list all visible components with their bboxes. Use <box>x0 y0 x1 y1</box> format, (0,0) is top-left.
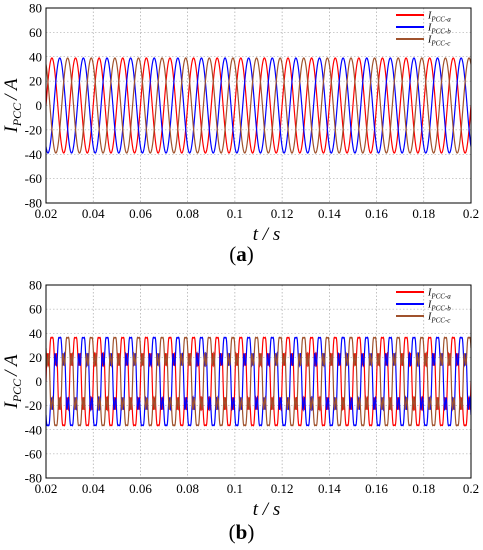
x-tick-label: 0.02 <box>35 481 58 496</box>
chart-panel-b: 0.02 0.04 0.06 0.08 0.1 0.12 0.14 0.16 0.18 0.2 80… <box>0 275 483 550</box>
y-tick-label: 20 <box>29 74 42 89</box>
legend-label: IPCC-a <box>427 288 451 301</box>
y-tick-label: 0 <box>36 98 43 113</box>
x-tick-label: 0.04 <box>82 481 105 496</box>
y-tick-label: 80 <box>29 1 42 16</box>
legend-label: IPCC-b <box>427 23 451 36</box>
y-tick-label: 60 <box>29 25 42 40</box>
grid <box>46 8 471 203</box>
x-tick-label: 0.2 <box>463 481 479 496</box>
y-tick-label: -60 <box>25 171 42 186</box>
y-tick-label: -40 <box>25 147 42 162</box>
caption-a: (a) <box>229 242 254 266</box>
x-tick-label: 0.06 <box>129 206 152 221</box>
plot-frame <box>45 284 472 479</box>
y-tick-label: -80 <box>25 196 42 211</box>
y-tick-label: 40 <box>29 326 42 341</box>
chart-panel-a: 0.02 0.04 0.06 0.08 0.1 0.12 0.14 0.16 0.18 0.2 80… <box>1 1 479 267</box>
x-tick-label: 0.1 <box>227 481 243 496</box>
series-line-pcc-a <box>46 57 471 154</box>
y-tick-label: 20 <box>29 350 42 365</box>
x-tick-label: 0.06 <box>129 481 152 496</box>
x-axis-label: t / s <box>253 224 280 245</box>
pcc-current-chart-b: 0.02 0.04 0.06 0.08 0.1 0.12 0.14 0.16 0.18 0.2 80… <box>1 278 479 521</box>
y-axis-label: IPCC/ A <box>1 78 24 133</box>
y-tick-label: -20 <box>25 398 42 413</box>
x-tick-label: 0.08 <box>176 481 199 496</box>
x-tick-label: 0.08 <box>176 206 199 221</box>
x-tick-label: 0.2 <box>463 206 479 221</box>
legend-label: IPCC-c <box>427 312 451 325</box>
x-tick-label: 0.16 <box>365 206 388 221</box>
x-tick-label: 0.12 <box>271 481 294 496</box>
x-tick-label: 0.04 <box>82 206 105 221</box>
series-group <box>46 57 471 154</box>
legend-label: IPCC-b <box>427 300 451 313</box>
x-tick-label: 0.1 <box>227 206 243 221</box>
x-tick-label: 0.16 <box>365 481 388 496</box>
y-tick-label: -20 <box>25 122 42 137</box>
series-line-pcc-b <box>46 336 471 427</box>
x-tick-label: 0.18 <box>412 206 435 221</box>
series-line-pcc-a <box>46 336 471 427</box>
plot-frame <box>45 7 472 204</box>
x-tick-label: 0.14 <box>318 481 341 496</box>
x-tick-label: 0.12 <box>271 206 294 221</box>
legend-label: IPCC-a <box>427 11 451 24</box>
pcc-current-chart-a: 0.02 0.04 0.06 0.08 0.1 0.12 0.14 0.16 0.18 0.2 80… <box>1 1 479 246</box>
x-axis-label: t / s <box>253 499 280 520</box>
legend-label: IPCC-c <box>427 35 451 48</box>
y-axis-label: IPCC/ A <box>1 354 24 409</box>
x-tick-label: 0.14 <box>318 206 341 221</box>
y-tick-label: 40 <box>29 49 42 64</box>
caption-b: (b) <box>228 520 255 544</box>
series-group <box>46 336 471 427</box>
y-tick-label: 80 <box>29 278 42 293</box>
series-line-pcc-c <box>46 57 471 154</box>
x-tick-label: 0.18 <box>412 481 435 496</box>
y-tick-label: -40 <box>25 422 42 437</box>
y-tick-label: 60 <box>29 302 42 317</box>
x-tick-label: 0.02 <box>35 206 58 221</box>
series-line-pcc-b <box>46 57 471 154</box>
y-tick-label: 0 <box>36 374 43 389</box>
y-tick-label: -80 <box>25 471 42 486</box>
series-line-pcc-c <box>46 336 471 427</box>
y-tick-label: -60 <box>25 446 42 461</box>
